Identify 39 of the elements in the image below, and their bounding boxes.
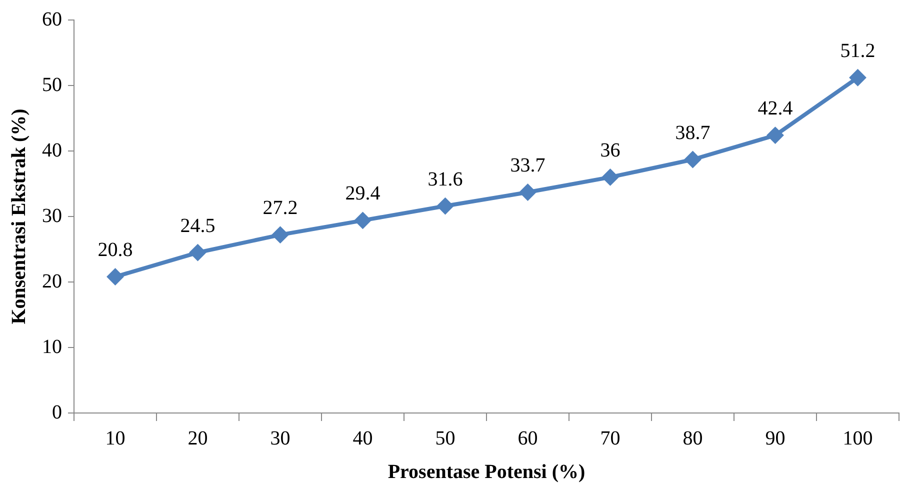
x-tick-label: 90 [765,427,786,450]
y-tick-label: 0 [52,401,62,424]
point [354,212,372,229]
y-tick-label: 20 [42,270,62,292]
x-tick-label: 100 [842,427,873,450]
point [849,69,866,86]
data-label: 24.5 [180,214,216,237]
x-tick-label: 40 [352,427,373,450]
data-label: 29.4 [345,182,380,205]
data-label: 31.6 [428,168,463,190]
x-tick-label: 50 [435,427,456,450]
data-label: 36 [600,139,620,162]
data-label: 33.7 [510,154,546,177]
data-label: 51.2 [840,40,876,62]
y-tick-label: 30 [42,204,62,227]
point [684,151,702,168]
y-tick-label: 40 [42,139,62,162]
x-tick-label: 80 [682,427,703,450]
x-tick-label: 10 [105,427,126,450]
x-tick-label: 20 [188,427,208,450]
y-tick-label: 60 [42,8,62,30]
x-tick-label: 70 [600,427,620,450]
point [602,168,619,186]
point [519,184,536,201]
x-axis-title: Prosentase Potensi (%) [388,461,586,484]
point [106,268,124,286]
y-axis-title: Konsentrasi Ekstrak (%) [8,108,30,324]
y-tick-label: 50 [42,74,62,96]
point [766,126,784,144]
data-label: 42.4 [758,98,793,120]
data-label: 38.7 [675,122,710,144]
x-tick-label: 30 [270,427,290,450]
data-label: 27.2 [262,197,298,220]
point [189,244,206,262]
point [272,226,289,244]
data-label: 20.8 [98,239,133,262]
point [436,198,454,215]
y-tick-label: 10 [42,336,62,358]
x-tick-label: 60 [518,427,538,450]
